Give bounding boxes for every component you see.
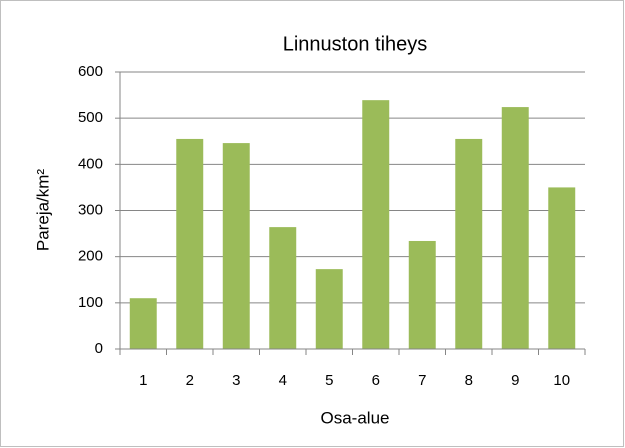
y-tick-label: 300	[78, 201, 103, 218]
x-tick-label: 5	[325, 372, 333, 389]
y-tick-label: 0	[95, 340, 103, 357]
x-tick-label: 2	[186, 372, 194, 389]
bar	[408, 240, 436, 349]
x-tick-label: 4	[279, 372, 287, 389]
bar	[269, 227, 297, 349]
bar	[315, 269, 343, 349]
x-tick-label: 9	[511, 372, 519, 389]
x-tick-label: 8	[465, 372, 473, 389]
x-tick-label: 3	[232, 372, 240, 389]
bar	[548, 187, 576, 349]
y-tick-label: 100	[78, 294, 103, 311]
bar	[362, 100, 390, 349]
bar	[501, 107, 529, 349]
bar	[129, 298, 157, 349]
x-tick-label: 7	[418, 372, 426, 389]
y-tick-label: 400	[78, 155, 103, 172]
x-axis-label: Osa-alue	[321, 408, 390, 427]
bar	[176, 138, 204, 349]
y-tick-label: 500	[78, 109, 103, 126]
y-axis-label: Pareja/km²	[33, 169, 52, 252]
x-tick-label: 1	[139, 372, 147, 389]
y-tick-label: 200	[78, 248, 103, 265]
bar	[222, 143, 250, 349]
x-tick-label: 10	[553, 372, 570, 389]
x-tick-label: 6	[372, 372, 380, 389]
bar	[455, 138, 483, 349]
chart-title: Linnuston tiheys	[283, 33, 428, 55]
y-tick-label: 600	[78, 63, 103, 80]
